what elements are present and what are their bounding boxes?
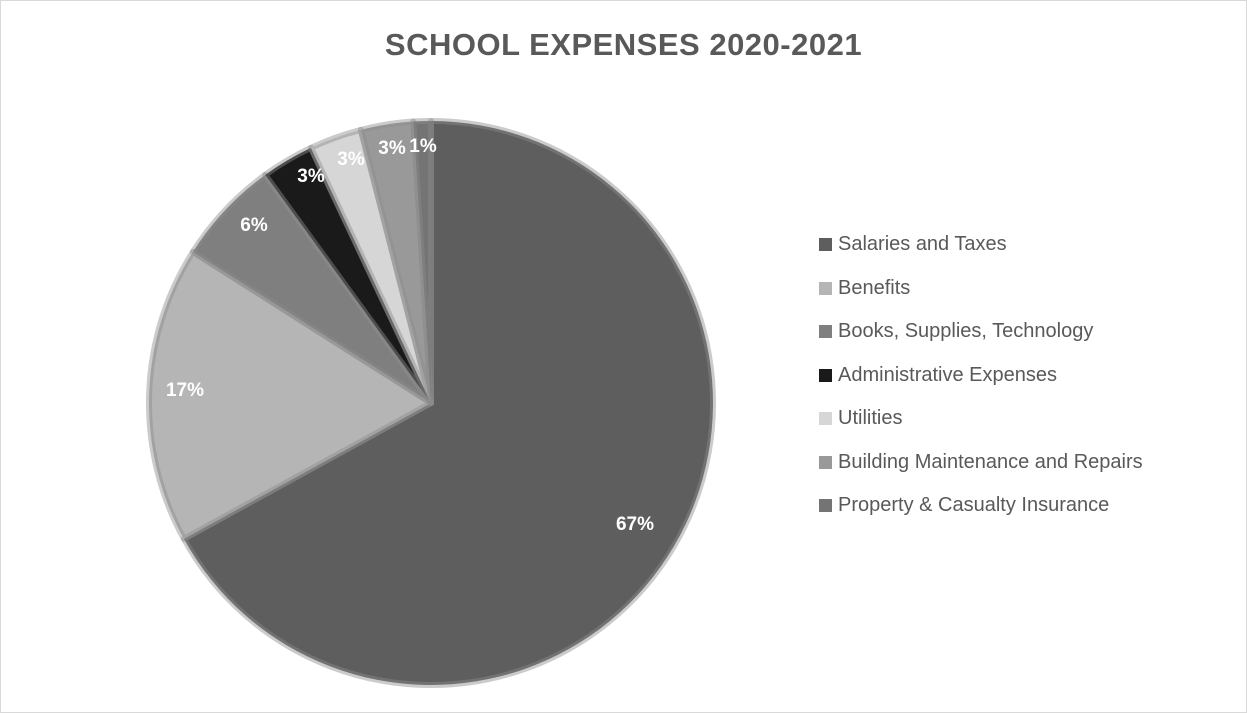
legend-item-5: Utilities [819, 397, 1143, 441]
slice-data-label-4: 3% [297, 166, 325, 187]
legend-label-7: Property & Casualty Insurance [838, 494, 1109, 517]
legend-swatch-6 [819, 456, 832, 469]
legend-item-1: Salaries and Taxes [819, 223, 1143, 267]
legend-swatch-5 [819, 412, 832, 425]
slice-data-label-5: 3% [337, 149, 365, 170]
legend-item-3: Books, Supplies, Technology [819, 310, 1143, 354]
legend-swatch-2 [819, 282, 832, 295]
legend: Salaries and Taxes Benefits Books, Supplie… [819, 223, 1143, 528]
legend-label-2: Benefits [838, 277, 910, 300]
legend-swatch-3 [819, 325, 832, 338]
legend-swatch-1 [819, 238, 832, 251]
legend-item-6: Building Maintenance and Repairs [819, 441, 1143, 485]
pie-chart: 67%17%6%3%3%3% 1% [1, 1, 801, 712]
legend-swatch-7 [819, 499, 832, 512]
legend-label-3: Books, Supplies, Technology [838, 320, 1093, 343]
slice-data-label-7: 1% [409, 136, 437, 157]
legend-item-2: Benefits [819, 267, 1143, 311]
legend-label-1: Salaries and Taxes [838, 233, 1007, 256]
slice-data-label-2: 17% [166, 380, 204, 401]
slice-data-label-6: 3% [378, 138, 406, 159]
slice-data-label-1: 67% [616, 514, 654, 535]
legend-item-7: Property & Casualty Insurance [819, 484, 1143, 528]
legend-label-5: Utilities [838, 407, 902, 430]
legend-label-6: Building Maintenance and Repairs [838, 451, 1143, 474]
legend-item-4: Administrative Expenses [819, 354, 1143, 398]
slice-data-label-3: 6% [240, 215, 268, 236]
legend-label-4: Administrative Expenses [838, 364, 1057, 387]
legend-swatch-4 [819, 369, 832, 382]
